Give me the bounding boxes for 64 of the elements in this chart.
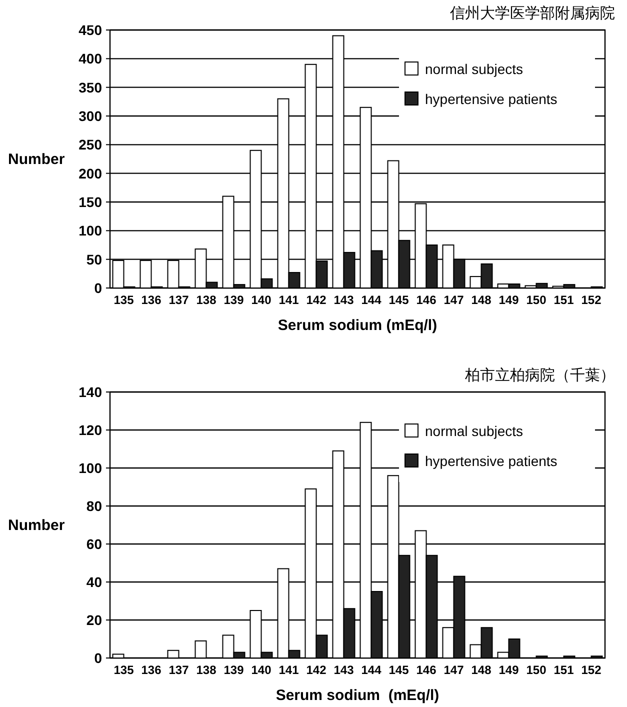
x-tick-label: 149 xyxy=(498,663,520,677)
x-tick-label: 147 xyxy=(444,293,464,307)
x-tick-label: 144 xyxy=(361,293,382,307)
x-tick-label: 145 xyxy=(388,293,410,307)
x-tick-label: 149 xyxy=(498,293,520,307)
y-tick-label: 250 xyxy=(78,136,102,153)
legend-label: normal subjects xyxy=(425,61,524,77)
y-tick-label: 400 xyxy=(78,50,102,67)
legend-label: hypertensive patients xyxy=(425,91,558,107)
x-tick-label: 146 xyxy=(416,293,437,307)
y-axis-title: Number xyxy=(8,517,65,534)
x-tick-label: 138 xyxy=(196,293,217,307)
y-tick-label: 20 xyxy=(86,612,102,628)
y-tick-label: 350 xyxy=(78,79,102,96)
x-tick-label: 143 xyxy=(334,663,354,677)
x-tick-label: 141 xyxy=(278,663,300,677)
y-tick-label: 450 xyxy=(78,22,102,38)
x-tick-label: 137 xyxy=(168,663,190,677)
x-tick-label: 136 xyxy=(141,663,162,677)
y-tick-label: 0 xyxy=(94,650,102,666)
x-tick-label: 145 xyxy=(388,663,410,677)
y-tick-label: 0 xyxy=(94,280,102,296)
y-tick-label: 120 xyxy=(78,422,102,438)
y-tick-label: 50 xyxy=(86,251,102,268)
y-tick-label: 100 xyxy=(78,222,102,239)
y-tick-label: 140 xyxy=(78,384,102,400)
x-tick-label: 150 xyxy=(526,293,547,307)
x-tick-label: 151 xyxy=(554,663,574,677)
x-tick-label: 137 xyxy=(168,293,190,307)
x-tick-label: 147 xyxy=(444,663,464,677)
y-tick-label: 200 xyxy=(78,165,102,182)
y-tick-label: 100 xyxy=(78,460,102,476)
x-axis-title: Serum sodium (mEq/l) xyxy=(276,687,440,704)
x-tick-label: 142 xyxy=(306,293,327,307)
legend-label: hypertensive patients xyxy=(425,453,558,469)
x-tick-label: 152 xyxy=(581,663,602,677)
chart-title: 柏市立柏病院（千葉） xyxy=(464,366,615,384)
x-tick-label: 140 xyxy=(251,293,272,307)
y-tick-label: 40 xyxy=(86,574,102,590)
x-tick-label: 138 xyxy=(196,663,217,677)
x-tick-label: 136 xyxy=(141,293,162,307)
x-tick-label: 140 xyxy=(251,663,272,677)
x-tick-label: 142 xyxy=(306,663,327,677)
chart-title: 信州大学医学部附属病院 xyxy=(450,4,615,22)
legend-label: normal subjects xyxy=(425,423,524,439)
x-tick-label: 139 xyxy=(224,293,244,307)
y-tick-label: 80 xyxy=(86,498,102,514)
x-axis-title: Serum sodium (mEq/l) xyxy=(278,317,438,334)
x-tick-label: 139 xyxy=(224,663,244,677)
x-tick-label: 148 xyxy=(471,293,492,307)
x-tick-label: 152 xyxy=(581,293,602,307)
x-tick-label: 148 xyxy=(471,663,492,677)
x-tick-label: 146 xyxy=(416,663,437,677)
x-tick-label: 150 xyxy=(526,663,547,677)
y-tick-label: 300 xyxy=(78,108,102,124)
x-tick-label: 135 xyxy=(114,663,134,677)
x-tick-label: 144 xyxy=(361,663,382,677)
x-tick-label: 135 xyxy=(114,293,134,307)
y-tick-label: 60 xyxy=(86,536,102,552)
y-axis-title: Number xyxy=(8,151,65,168)
y-tick-label: 150 xyxy=(78,194,102,210)
x-tick-label: 151 xyxy=(554,293,574,307)
x-tick-label: 141 xyxy=(278,293,300,307)
x-tick-label: 143 xyxy=(334,293,354,307)
